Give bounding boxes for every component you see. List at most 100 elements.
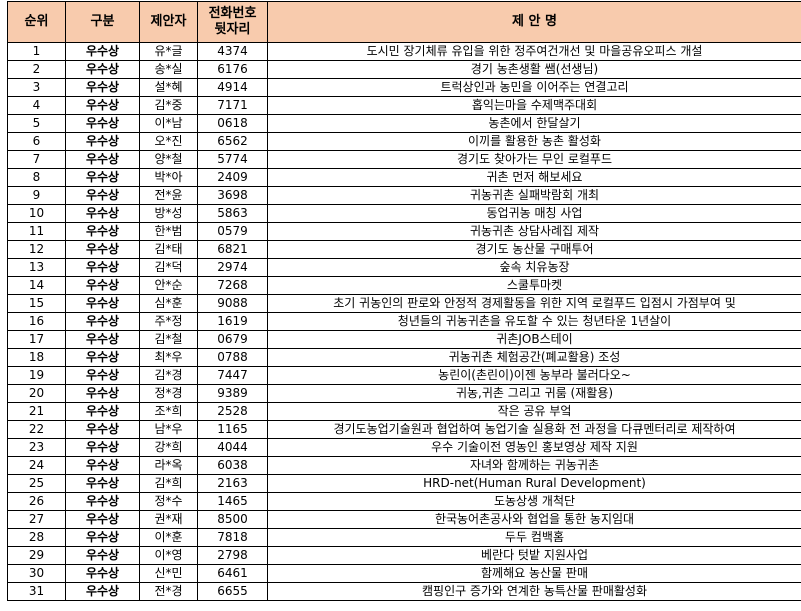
cell-category: 우수상 (65, 366, 140, 385)
cell-rank: 11 (7, 222, 66, 241)
cell-title: 도시민 장기체류 유입을 위한 정주여건개선 및 마을공유오피스 개설 (267, 42, 801, 61)
table-header: 순위 구분 제안자 전화번호 뒷자리 제 안 명 (7, 1, 801, 43)
cell-proposer: 권*재 (139, 510, 198, 529)
cell-title: 귀농,귀촌 그리고 귀룸 (재활용) (267, 384, 801, 403)
header-phone-line1: 전화번호 (208, 6, 257, 21)
table-row: 15 우수상 심*훈 9088 초기 귀농인의 판로와 안정적 경제활동을 위한 지역 … (7, 294, 801, 313)
cell-category: 우수상 (65, 276, 140, 295)
cell-category: 우수상 (65, 546, 140, 565)
cell-rank: 6 (7, 132, 66, 151)
table-row: 9 우수상 전*윤 3698 귀농귀촌 실패박람회 개최 (7, 186, 801, 205)
table-row: 13 우수상 김*덕 2974 숲속 치유농장 (7, 258, 801, 277)
table-body: 1 우수상 유*글 4374 도시민 장기체류 유입을 위한 정주여건개선 및 마을공유… (7, 42, 801, 601)
table-row: 7 우수상 양*철 5774 경기도 찾아가는 무인 로컬푸드 (7, 150, 801, 169)
cell-phone: 1165 (197, 420, 268, 439)
cell-phone: 5863 (197, 204, 268, 223)
header-title: 제 안 명 (267, 1, 801, 43)
cell-category: 우수상 (65, 96, 140, 115)
cell-proposer: 이*훈 (139, 528, 198, 547)
cell-phone: 9389 (197, 384, 268, 403)
cell-title: 베란다 텃밭 지원사업 (267, 546, 801, 565)
cell-category: 우수상 (65, 510, 140, 529)
cell-title: 도농상생 개척단 (267, 492, 801, 511)
cell-category: 우수상 (65, 114, 140, 133)
cell-rank: 17 (7, 330, 66, 349)
cell-title: 두두 컴백홈 (267, 528, 801, 547)
cell-phone: 2528 (197, 402, 268, 421)
cell-title: HRD-net(Human Rural Development) (267, 474, 801, 493)
award-table: 순위 구분 제안자 전화번호 뒷자리 제 안 명 1 우수상 유*글 4374 도시민 … (7, 1, 801, 601)
cell-proposer: 정*수 (139, 492, 198, 511)
header-phone-line2: 뒷자리 (214, 22, 251, 37)
table-row: 23 우수상 강*희 4044 우수 기술이전 영농인 홍보영상 제작 지원 (7, 438, 801, 457)
cell-phone: 9088 (197, 294, 268, 313)
cell-title: 귀농귀촌 상담사례집 제작 (267, 222, 801, 241)
cell-title: 홉익는마을 수제맥주대회 (267, 96, 801, 115)
cell-rank: 21 (7, 402, 66, 421)
table-row: 19 우수상 김*경 7447 농린이(촌린이)이젠 농부라 불러다오~ (7, 366, 801, 385)
table-row: 30 우수상 신*민 6461 함께해요 농산물 판매 (7, 564, 801, 583)
table-row: 3 우수상 설*혜 4914 트럭상인과 농민을 이어주는 연결고리 (7, 78, 801, 97)
cell-category: 우수상 (65, 168, 140, 187)
table-row: 17 우수상 김*철 0679 귀촌JOB스테이 (7, 330, 801, 349)
cell-proposer: 양*철 (139, 150, 198, 169)
cell-proposer: 최*우 (139, 348, 198, 367)
cell-rank: 13 (7, 258, 66, 277)
cell-proposer: 신*민 (139, 564, 198, 583)
cell-rank: 10 (7, 204, 66, 223)
table-row: 4 우수상 김*중 7171 홉익는마을 수제맥주대회 (7, 96, 801, 115)
cell-proposer: 김*덕 (139, 258, 198, 277)
header-proposer: 제안자 (139, 1, 198, 43)
cell-rank: 15 (7, 294, 66, 313)
cell-phone: 2798 (197, 546, 268, 565)
cell-rank: 20 (7, 384, 66, 403)
cell-title: 귀농귀촌 실패박람회 개최 (267, 186, 801, 205)
table-row: 16 우수상 주*정 1619 청년들의 귀농귀촌을 유도할 수 있는 청년타운 1년살… (7, 312, 801, 331)
table-row: 6 우수상 오*진 6562 이끼를 활용한 농촌 활성화 (7, 132, 801, 151)
cell-title: 숲속 치유농장 (267, 258, 801, 277)
cell-category: 우수상 (65, 132, 140, 151)
cell-category: 우수상 (65, 420, 140, 439)
cell-category: 우수상 (65, 474, 140, 493)
table-row: 12 우수상 김*태 6821 경기도 농산물 구매투어 (7, 240, 801, 259)
cell-phone: 0579 (197, 222, 268, 241)
cell-phone: 2409 (197, 168, 268, 187)
cell-phone: 4044 (197, 438, 268, 457)
cell-phone: 1465 (197, 492, 268, 511)
cell-title: 귀촌JOB스테이 (267, 330, 801, 349)
cell-proposer: 김*경 (139, 366, 198, 385)
table-row: 20 우수상 정*경 9389 귀농,귀촌 그리고 귀룸 (재활용) (7, 384, 801, 403)
cell-rank: 8 (7, 168, 66, 187)
cell-rank: 5 (7, 114, 66, 133)
cell-phone: 8500 (197, 510, 268, 529)
cell-rank: 26 (7, 492, 66, 511)
cell-title: 경기도 농산물 구매투어 (267, 240, 801, 259)
cell-proposer: 안*순 (139, 276, 198, 295)
cell-category: 우수상 (65, 78, 140, 97)
table-row: 24 우수상 라*옥 6038 자녀와 함께하는 귀농귀촌 (7, 456, 801, 475)
table-row: 1 우수상 유*글 4374 도시민 장기체류 유입을 위한 정주여건개선 및 마을공유… (7, 42, 801, 61)
cell-proposer: 송*실 (139, 60, 198, 79)
cell-title: 경기 농촌생활 쌤(선생님) (267, 60, 801, 79)
cell-category: 우수상 (65, 204, 140, 223)
cell-title: 귀촌 먼저 해보세요 (267, 168, 801, 187)
cell-proposer: 김*희 (139, 474, 198, 493)
cell-phone: 6176 (197, 60, 268, 79)
cell-title: 이끼를 활용한 농촌 활성화 (267, 132, 801, 151)
cell-category: 우수상 (65, 402, 140, 421)
cell-phone: 7268 (197, 276, 268, 295)
cell-title: 함께해요 농산물 판매 (267, 564, 801, 583)
table-row: 10 우수상 방*성 5863 동업귀농 매칭 사업 (7, 204, 801, 223)
table-row: 29 우수상 이*영 2798 베란다 텃밭 지원사업 (7, 546, 801, 565)
cell-rank: 12 (7, 240, 66, 259)
cell-proposer: 남*우 (139, 420, 198, 439)
table-row: 28 우수상 이*훈 7818 두두 컴백홈 (7, 528, 801, 547)
header-category: 구분 (65, 1, 140, 43)
cell-phone: 0788 (197, 348, 268, 367)
cell-title: 스쿨투마켓 (267, 276, 801, 295)
table-row: 14 우수상 안*순 7268 스쿨투마켓 (7, 276, 801, 295)
cell-rank: 3 (7, 78, 66, 97)
cell-title: 초기 귀농인의 판로와 안정적 경제활동을 위한 지역 로컬푸드 입점시 가점부… (267, 294, 801, 313)
cell-proposer: 주*정 (139, 312, 198, 331)
cell-title: 경기도 찾아가는 무인 로컬푸드 (267, 150, 801, 169)
